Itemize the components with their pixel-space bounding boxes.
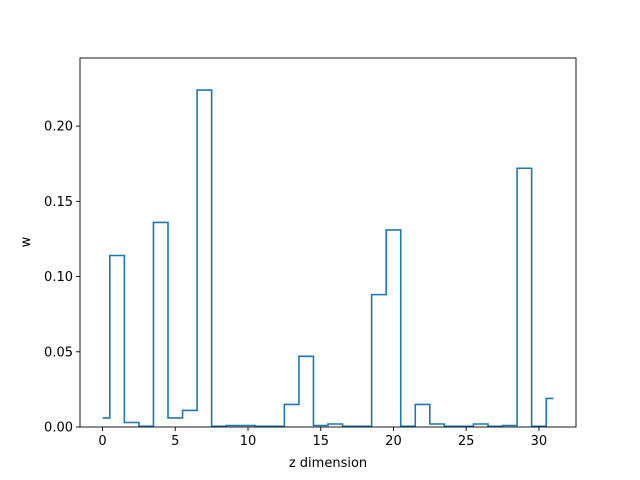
plot-area xyxy=(102,89,554,428)
x-tick-label: 10 xyxy=(240,434,257,449)
y-tick-label: 0.00 xyxy=(44,421,73,436)
x-axis-label: z dimension xyxy=(289,456,367,471)
axes-frame xyxy=(79,57,577,428)
y-axis-label: w xyxy=(19,236,34,247)
series-step-line xyxy=(102,89,554,428)
x-tick-label: 0 xyxy=(98,434,106,449)
y-axis-ticks: 0.00 0.05 0.10 0.15 0.20 xyxy=(44,120,80,436)
x-tick-label: 5 xyxy=(171,434,179,449)
y-tick-label: 0.20 xyxy=(44,120,73,135)
x-axis-ticks: 0 5 10 15 20 25 30 xyxy=(98,427,547,449)
y-tick-label: 0.05 xyxy=(44,345,73,360)
x-tick-label: 15 xyxy=(312,434,329,449)
y-tick-label: 0.10 xyxy=(44,270,73,285)
x-tick-label: 30 xyxy=(531,434,548,449)
x-tick-label: 25 xyxy=(458,434,475,449)
x-tick-label: 20 xyxy=(385,434,402,449)
y-tick-label: 0.15 xyxy=(44,195,73,210)
